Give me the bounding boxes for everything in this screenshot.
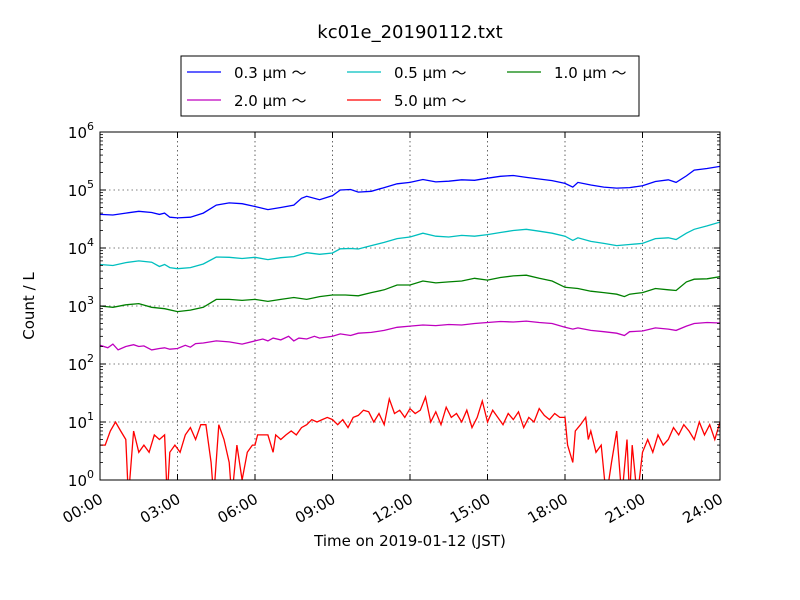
legend-label: 0.5 μm ～ xyxy=(394,64,467,82)
legend: 0.3 μm ～ 0.5 μm ～ 1.0 μm ～ 2.0 μm ～ 5.0 μm ～ xyxy=(180,55,640,117)
y-tick-base: 10 xyxy=(68,472,87,490)
x-tick-label: 24:00 xyxy=(680,490,726,527)
legend-label: 0.3 μm ～ xyxy=(234,64,307,82)
x-tick-label: 00:00 xyxy=(60,490,106,527)
y-tick-exponent: 5 xyxy=(87,178,94,191)
y-tick-exponent: 6 xyxy=(87,120,94,133)
x-tick-label: 06:00 xyxy=(215,490,261,527)
series-line-4 xyxy=(100,320,720,351)
y-tick-exponent: 3 xyxy=(87,294,94,307)
y-tick-label: 101 xyxy=(68,410,94,432)
y-axis-label: Count / L xyxy=(20,272,38,340)
series-line-1 xyxy=(100,165,720,219)
y-tick-base: 10 xyxy=(68,356,87,374)
data-series xyxy=(100,165,720,480)
y-tick-base: 10 xyxy=(68,240,87,258)
chart-title: kc01e_20190112.txt xyxy=(317,22,502,43)
y-tick-exponent: 2 xyxy=(87,352,94,365)
x-tick-label: 09:00 xyxy=(292,490,338,527)
legend-label: 1.0 μm ～ xyxy=(554,64,627,82)
y-tick-label: 100 xyxy=(68,468,94,490)
x-axis-label: Time on 2019-01-12 (JST) xyxy=(313,532,506,550)
x-tick-label: 21:00 xyxy=(602,490,648,527)
y-tick-label: 103 xyxy=(68,294,94,316)
y-tick-label: 102 xyxy=(68,352,94,374)
x-tick-label: 15:00 xyxy=(447,490,493,527)
y-tick-base: 10 xyxy=(68,414,87,432)
y-tick-base: 10 xyxy=(68,124,87,142)
y-tick-label: 105 xyxy=(68,178,94,200)
legend-label: 2.0 μm ～ xyxy=(234,92,307,110)
y-tick-label: 104 xyxy=(68,236,94,258)
legend-frame xyxy=(180,55,640,117)
series-line-2 xyxy=(100,221,720,270)
y-tick-base: 10 xyxy=(68,182,87,200)
y-tick-base: 10 xyxy=(68,298,87,316)
x-tick-label: 03:00 xyxy=(137,490,183,527)
x-tick-label: 18:00 xyxy=(525,490,571,527)
series-line-5 xyxy=(100,394,720,480)
legend-label: 5.0 μm ～ xyxy=(394,92,467,110)
series-line-3 xyxy=(100,274,720,313)
y-tick-exponent: 0 xyxy=(87,468,94,481)
y-tick-label: 106 xyxy=(68,120,94,142)
plot-background xyxy=(100,132,720,480)
y-tick-exponent: 1 xyxy=(87,410,94,423)
y-tick-exponent: 4 xyxy=(87,236,94,249)
x-tick-label: 12:00 xyxy=(370,490,416,527)
